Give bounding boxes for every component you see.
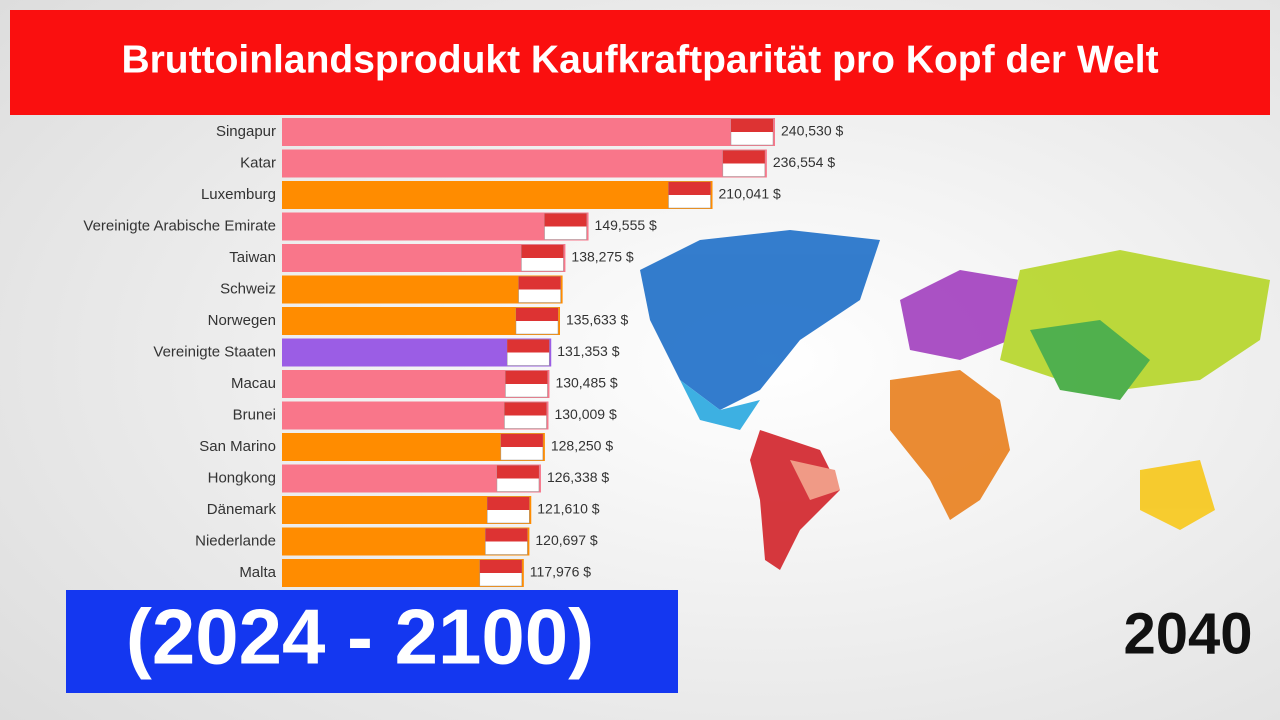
category-label: Katar	[240, 154, 276, 171]
flag-stripe	[668, 182, 711, 195]
bar	[282, 401, 549, 430]
category-label: Norwegen	[208, 312, 276, 329]
value-label: 130,485 $	[555, 375, 617, 391]
flag-stripe	[507, 339, 550, 353]
value-label: 138,275 $	[571, 249, 633, 265]
value-label: 135,633 $	[566, 312, 628, 328]
category-label: Hongkong	[208, 469, 276, 486]
value-label: 126,338 $	[547, 469, 609, 485]
bar	[282, 244, 566, 272]
flag-stripe	[487, 497, 530, 510]
category-label: Brunei	[233, 406, 276, 423]
value-label: 131,353 $	[557, 343, 619, 359]
category-label: Macau	[231, 375, 276, 392]
bar	[282, 370, 550, 398]
bar	[282, 275, 563, 304]
category-label: Vereinigte Arabische Emirate	[83, 217, 276, 234]
value-label: 240,530 $	[781, 123, 843, 139]
bar	[282, 307, 560, 335]
flag-stripe	[485, 528, 528, 542]
bar	[282, 338, 552, 367]
flag-stripe	[479, 560, 522, 573]
value-label: 120,697 $	[535, 532, 597, 548]
value-label: 128,250 $	[551, 438, 613, 454]
category-label: Luxemburg	[201, 186, 276, 203]
flag-stripe	[504, 402, 547, 416]
flag-stripe	[515, 308, 558, 321]
category-label: Dänemark	[207, 501, 277, 518]
subtitle: (2024 - 2100)	[126, 593, 594, 681]
world-map	[640, 230, 1270, 570]
value-label: 236,554 $	[773, 154, 835, 170]
bars: Singapur 240,530 $ Katar 236,554 $ Luxemburg…	[83, 118, 843, 587]
bar	[282, 181, 713, 209]
category-label: Malta	[239, 564, 276, 581]
flag-stripe	[722, 150, 765, 164]
flag-stripe	[731, 119, 773, 132]
category-label: Niederlande	[195, 532, 276, 549]
value-label: 210,041 $	[719, 186, 781, 202]
chart-title: Bruttoinlandsprodukt Kaufkraftparität pr…	[121, 38, 1158, 81]
value-label: 117,976 $	[530, 564, 591, 580]
flag-stripe	[496, 465, 539, 479]
flag-stripe	[521, 245, 564, 258]
value-label: 149,555 $	[595, 217, 657, 233]
bar	[282, 149, 767, 178]
category-label: Schweiz	[220, 280, 276, 297]
flag-stripe	[518, 276, 561, 290]
category-label: Vereinigte Staaten	[153, 343, 276, 360]
flag-stripe	[500, 434, 543, 447]
bar	[282, 212, 589, 241]
value-label: 121,610 $	[537, 501, 599, 517]
category-label: Singapur	[216, 123, 276, 140]
flag-stripe	[544, 213, 587, 227]
year-label: 2040	[1123, 601, 1252, 666]
subtitle-box	[66, 590, 678, 693]
value-label: 130,009 $	[554, 406, 616, 422]
category-label: San Marino	[199, 438, 276, 455]
flag-stripe	[505, 371, 548, 384]
bar	[282, 118, 775, 146]
category-label: Taiwan	[229, 249, 276, 266]
title-banner	[10, 10, 1270, 115]
